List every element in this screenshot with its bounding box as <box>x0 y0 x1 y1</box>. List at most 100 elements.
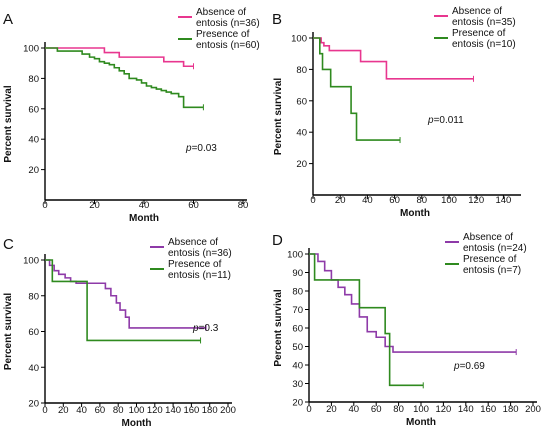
y-tick-label: 60 <box>28 104 39 115</box>
survival-curve-series-2 <box>45 259 201 342</box>
x-tick-label: 40 <box>76 405 87 416</box>
panel-b: B 20 40 60 80 100 0 20 40 60 80 100 120 140 Month Perce… <box>272 6 521 219</box>
x-tick-label: 40 <box>362 195 373 206</box>
panel-a: A 20 40 60 80 100 0 20 40 60 80 Month Percent surviv… <box>3 7 260 224</box>
y-tick-label: 50 <box>292 342 303 353</box>
x-tick-label: 100 <box>129 405 145 416</box>
x-tick-label: 0 <box>306 404 311 415</box>
x-tick-label: 60 <box>389 195 400 206</box>
y-tick-label: 100 <box>291 34 307 45</box>
y-tick-label: 90 <box>292 268 303 279</box>
y-tick-label: 40 <box>296 128 307 139</box>
x-tick-label: 40 <box>139 200 150 211</box>
x-tick-label: 80 <box>113 405 124 416</box>
x-axis-title: Month <box>400 208 430 219</box>
x-tick-label: 100 <box>441 195 457 206</box>
x-tick-label: 160 <box>480 404 496 415</box>
y-tick-label: 40 <box>292 361 303 372</box>
y-tick-label: 70 <box>292 305 303 316</box>
x-tick-label: 60 <box>371 404 382 415</box>
x-tick-label: 80 <box>238 200 249 211</box>
y-tick-label: 20 <box>292 398 303 409</box>
x-tick-label: 120 <box>468 195 484 206</box>
legend-label-line2: entosis (n=36) <box>196 18 260 29</box>
p-value-symbol: p <box>185 143 192 154</box>
legend-label-line2: entosis (n=11) <box>168 270 231 281</box>
x-tick-label: 60 <box>95 405 106 416</box>
p-value-number: =0.03 <box>192 143 218 154</box>
survival-curve-series-2 <box>45 47 204 109</box>
p-value-number: =0.3 <box>199 323 219 334</box>
y-tick-label: 20 <box>28 399 39 410</box>
p-value-annotation: p=0.011 <box>427 115 464 126</box>
x-tick-label: 120 <box>147 405 163 416</box>
panel-letter: C <box>3 236 14 253</box>
y-tick-label: 100 <box>23 256 39 267</box>
panel-letter: A <box>3 11 13 28</box>
x-tick-label: 20 <box>58 405 69 416</box>
y-tick-label: 80 <box>296 65 307 76</box>
y-tick-label: 20 <box>28 165 39 176</box>
legend-label-line2: entosis (n=36) <box>168 248 232 259</box>
y-tick-label: 80 <box>292 287 303 298</box>
y-tick-label: 60 <box>292 324 303 335</box>
x-axis-title: Month <box>129 213 159 224</box>
survival-curve-series-2 <box>309 253 424 387</box>
y-tick-label: 100 <box>23 44 39 55</box>
legend-label-line1: Absence of <box>463 232 513 243</box>
p-value-annotation: p=0.3 <box>192 323 219 334</box>
p-value-symbol: p <box>427 115 434 126</box>
x-tick-label: 140 <box>458 404 474 415</box>
x-tick-label: 200 <box>220 405 236 416</box>
y-tick-label: 60 <box>28 327 39 338</box>
legend-label-line1: Absence of <box>168 237 218 248</box>
x-tick-label: 140 <box>165 405 181 416</box>
y-tick-label: 20 <box>296 159 307 170</box>
x-tick-label: 0 <box>42 200 47 211</box>
legend-label-line2: entosis (n=35) <box>452 17 516 28</box>
legend-label-line1: Absence of <box>196 7 246 18</box>
legend-label-line1: Presence of <box>196 29 250 40</box>
x-tick-label: 80 <box>417 195 428 206</box>
x-tick-label: 60 <box>188 200 199 211</box>
x-tick-label: 140 <box>495 195 511 206</box>
p-value-annotation: p=0.69 <box>453 361 485 372</box>
y-tick-label: 80 <box>28 291 39 302</box>
panel-letter: B <box>272 11 282 28</box>
legend-label-line2: entosis (n=7) <box>463 265 521 276</box>
survival-curve-series-1 <box>45 259 207 329</box>
x-tick-label: 20 <box>326 404 337 415</box>
x-tick-label: 160 <box>183 405 199 416</box>
y-axis-title: Percent survival <box>3 85 14 162</box>
legend-label-line1: Absence of <box>452 6 502 17</box>
p-value-symbol: p <box>453 361 460 372</box>
y-axis-title: Percent survival <box>3 293 14 370</box>
x-axis-title: Month <box>122 418 152 429</box>
y-tick-label: 80 <box>28 74 39 85</box>
x-tick-label: 40 <box>349 404 360 415</box>
survival-curve-series-1 <box>313 37 474 80</box>
y-tick-label: 30 <box>292 379 303 390</box>
x-tick-label: 0 <box>310 195 315 206</box>
legend-label-line2: entosis (n=10) <box>452 39 516 50</box>
legend-label-line2: entosis (n=60) <box>196 40 260 51</box>
y-tick-label: 60 <box>296 96 307 107</box>
x-tick-label: 0 <box>42 405 47 416</box>
y-axis-title: Percent survival <box>273 78 284 155</box>
y-axis-title: Percent survival <box>273 289 284 366</box>
x-tick-label: 100 <box>413 404 429 415</box>
survival-curve-series-2 <box>313 37 401 141</box>
legend-label-line1: Presence of <box>463 254 517 265</box>
x-tick-label: 180 <box>503 404 519 415</box>
survival-curve-series-1 <box>309 253 517 353</box>
p-value-annotation: p=0.03 <box>185 143 217 154</box>
p-value-number: =0.011 <box>434 115 465 126</box>
x-tick-label: 200 <box>525 404 541 415</box>
x-tick-label: 180 <box>202 405 218 416</box>
p-value-number: =0.69 <box>460 361 486 372</box>
x-tick-label: 20 <box>89 200 100 211</box>
survival-curve-series-1 <box>45 47 194 68</box>
